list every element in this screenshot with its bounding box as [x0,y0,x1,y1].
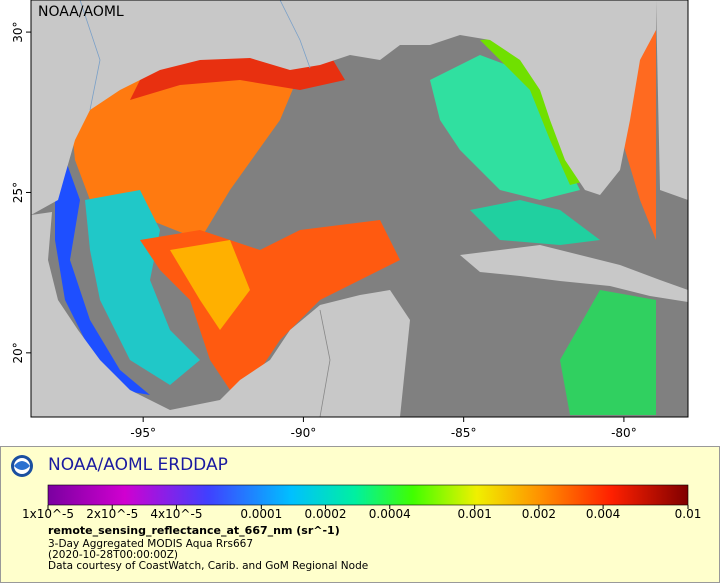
watermark: NOAA/AOML [38,4,124,20]
y-tick-label: 20° [11,342,25,363]
colorbar-tick-label: 0.0002 [305,507,347,521]
caption-line: Data courtesy of CoastWatch, Carib. and … [48,560,368,572]
colorbar-tick-label: 1x10^-5 [22,507,74,521]
legend-panel [0,446,720,583]
land [31,0,656,215]
x-tick-label: -95° [130,426,156,440]
land [31,212,410,417]
colorbar-tick-label: 2x10^-5 [86,507,138,521]
map: NOAA/AOML [31,0,688,417]
caption-line: 3-Day Aggregated MODIS Aqua Rrs667 [48,538,253,550]
colorbar-tick-label: 4x10^-5 [150,507,202,521]
colorbar-tick-label: 0.002 [522,507,556,521]
colorbar [47,484,689,506]
land [656,0,688,200]
x-tick-label: -85° [451,426,477,440]
caption-line: (2020-10-28T00:00:00Z) [48,549,178,561]
y-tick-label: 25° [11,182,25,203]
colorbar-tick-label: 0.0001 [240,507,282,521]
axes: -95° -90° -85° -80° 20° 25° 30° [11,21,637,440]
colorbar-tick-label: 0.01 [675,507,702,521]
variable-name: remote_sensing_reflectance_at_667_nm (sr… [48,524,340,537]
border [319,309,331,417]
colorbar-tick-label: 0.0004 [369,507,411,521]
data-swath [170,240,250,330]
river [279,0,311,69]
river [79,0,101,111]
land [460,245,688,302]
logo [14,461,30,470]
data-swath [560,290,656,415]
legend: NOAA/AOML ERDDAP remote_sensing_reflecta… [0,446,720,583]
x-tick-label: -80° [611,426,637,440]
data-swath [85,190,200,385]
y-tick-label: 30° [11,21,25,42]
x-tick-label: -90° [291,426,317,440]
colorbar-tick-label: 0.004 [586,507,620,521]
data-swath [430,55,580,200]
plot-frame [30,0,689,418]
colorbar-tick-label: 0.001 [457,507,491,521]
legend-title: NOAA/AOML ERDDAP [48,455,228,475]
data-swath [470,200,600,245]
